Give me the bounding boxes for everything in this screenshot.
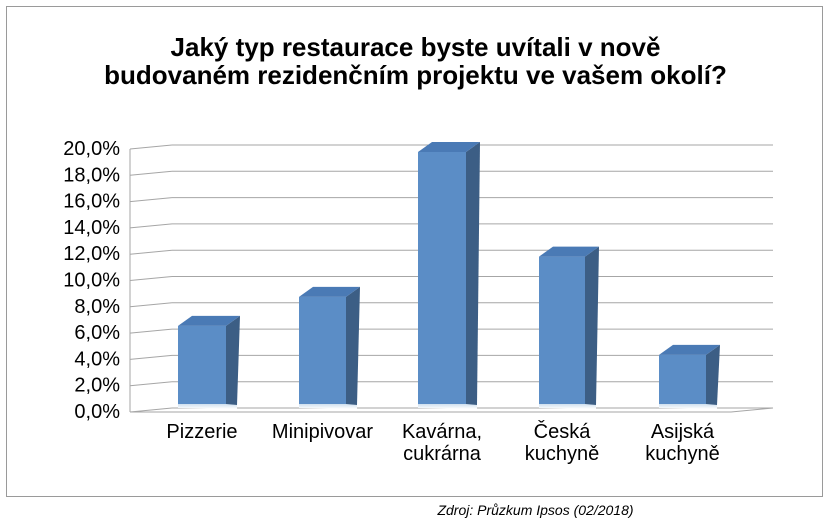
svg-text:12,0%: 12,0% bbox=[63, 243, 120, 265]
svg-text:20,0%: 20,0% bbox=[63, 138, 120, 160]
svg-text:0,0%: 0,0% bbox=[74, 401, 120, 423]
svg-text:10,0%: 10,0% bbox=[63, 270, 120, 292]
svg-text:18,0%: 18,0% bbox=[63, 164, 120, 186]
svg-text:14,0%: 14,0% bbox=[63, 217, 120, 239]
svg-text:4,0%: 4,0% bbox=[74, 348, 120, 370]
svg-text:cukrárna: cukrárna bbox=[403, 443, 482, 465]
svg-text:8,0%: 8,0% bbox=[74, 296, 120, 318]
svg-text:16,0%: 16,0% bbox=[63, 191, 120, 213]
svg-text:Pizzerie: Pizzerie bbox=[166, 421, 237, 443]
svg-text:Kavárna,: Kavárna, bbox=[402, 421, 482, 443]
svg-text:kuchyně: kuchyně bbox=[645, 443, 720, 465]
svg-text:Minipivovar: Minipivovar bbox=[272, 421, 373, 443]
svg-text:2,0%: 2,0% bbox=[74, 375, 120, 397]
svg-text:kuchyně: kuchyně bbox=[525, 443, 600, 465]
svg-text:Asijská: Asijská bbox=[651, 421, 715, 443]
svg-text:6,0%: 6,0% bbox=[74, 322, 120, 344]
svg-text:Česká: Česká bbox=[534, 420, 592, 443]
